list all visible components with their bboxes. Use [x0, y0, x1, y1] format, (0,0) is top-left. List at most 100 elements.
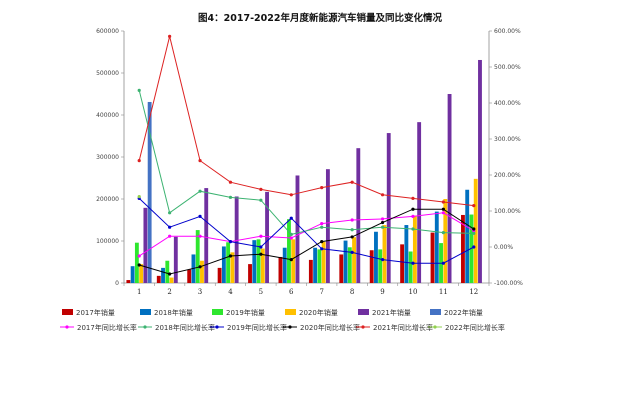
- line-point-2019: [198, 214, 202, 218]
- y-left-tick-label: 500000: [96, 70, 119, 77]
- y-right-tick-label: -100.00%: [494, 280, 523, 287]
- line-point-2021: [198, 159, 202, 163]
- legend-marker: [361, 325, 365, 329]
- legend-swatch: [140, 309, 151, 315]
- line-point-2018: [289, 232, 293, 236]
- bar-2019-1: [134, 242, 139, 283]
- legend-label: 2021年销量: [372, 308, 411, 317]
- bar-2020-5: [260, 248, 265, 283]
- bar-2021-11: [447, 94, 452, 283]
- legend-marker: [288, 325, 292, 329]
- bar-2020-9: [382, 225, 387, 283]
- legend-label: 2017年销量: [76, 308, 115, 317]
- legend-marker: [433, 325, 437, 329]
- line-point-2018: [137, 88, 141, 92]
- legend: 2017年销量 2018年销量 2019年销量 2020年销量 2021年销量 2022年…: [60, 308, 505, 332]
- line-point-2020: [472, 227, 476, 231]
- x-tick-label: 12: [469, 288, 478, 296]
- bar-2020-4: [230, 252, 235, 283]
- legend-swatch: [358, 309, 369, 315]
- bar-2019-6: [287, 219, 291, 283]
- bar-2021-9: [386, 133, 391, 283]
- line-point-2020: [228, 254, 233, 258]
- bar-2019-5: [256, 239, 261, 283]
- legend-marker: [143, 325, 147, 329]
- legend-marker: [215, 325, 219, 329]
- legend-label: 2020年销量: [299, 308, 338, 317]
- line-point-2017: [320, 222, 324, 226]
- bar-2017-2: [156, 275, 161, 283]
- x-tick-label: 2: [167, 288, 171, 296]
- bar-2020-1: [139, 264, 144, 283]
- legend-label: 2017年同比增长率: [77, 323, 137, 332]
- line-series-2017: [138, 212, 475, 257]
- y-right-tick-label: 500.00%: [494, 64, 521, 71]
- line-point-2018: [259, 198, 263, 202]
- line-point-2020: [137, 263, 141, 267]
- line-point-2020: [380, 220, 385, 225]
- line-series-2021: [138, 36, 474, 207]
- bar-2022-1: [147, 101, 152, 283]
- bar-2018-10: [404, 225, 409, 283]
- line-point-2017: [168, 234, 172, 238]
- line-point-2019: [259, 245, 263, 249]
- bar-2019-2: [165, 260, 170, 283]
- x-tick-label: 5: [259, 288, 263, 296]
- line-point-2020: [289, 258, 293, 262]
- line-point-2018: [350, 228, 354, 232]
- line-point-2020: [320, 240, 324, 244]
- bar-2018-7: [313, 247, 318, 283]
- x-tick-label: 8: [350, 288, 354, 296]
- line-point-2021: [380, 193, 385, 197]
- y-left-tick-label: 300000: [96, 154, 119, 161]
- line-point-2021: [259, 187, 263, 191]
- line-point-2020: [411, 207, 415, 211]
- legend-label: 2019年销量: [226, 308, 265, 317]
- bar-2019-8: [347, 247, 352, 283]
- bar-2021-12: [478, 59, 482, 284]
- bar-2019-3: [195, 230, 200, 283]
- line-point-2021: [441, 200, 445, 204]
- legend-label: 2018年销量: [154, 308, 193, 317]
- bar-2020-6: [291, 239, 296, 283]
- line-point-2018: [472, 231, 476, 235]
- line-point-2021: [411, 196, 415, 200]
- y-left-tick-label: 100000: [96, 238, 119, 245]
- bar-2021-5: [265, 191, 269, 283]
- axes-layer: 0 100000 200000 300000 400000 500000 600000 -10…: [96, 28, 523, 296]
- bar-2017-3: [187, 269, 192, 283]
- bar-2021-7: [325, 169, 330, 283]
- bar-2021-2: [173, 236, 178, 283]
- bar-2017-11: [430, 232, 435, 283]
- bar-2021-8: [356, 148, 361, 283]
- bar-2019-9: [378, 249, 383, 283]
- line-point-2018: [320, 225, 324, 229]
- line-point-2018: [228, 195, 233, 199]
- line-point-2019: [168, 225, 172, 229]
- line-point-2019: [289, 216, 293, 220]
- line-point-2017: [198, 234, 202, 238]
- x-tick-label: 10: [408, 288, 417, 296]
- bar-2018-8: [343, 240, 348, 283]
- y-left-tick-label: 0: [115, 280, 119, 287]
- y-right-tick-label: 600.00%: [494, 28, 521, 35]
- line-point-2019: [441, 261, 445, 265]
- bar-2020-8: [352, 237, 356, 283]
- x-tick-label: 9: [380, 288, 384, 296]
- bar-2021-10: [417, 122, 422, 283]
- line-point-2018: [411, 227, 415, 231]
- line-point-2018: [168, 211, 172, 215]
- line-series-2019: [138, 198, 475, 264]
- legend-swatch: [212, 309, 223, 315]
- bar-2018-5: [252, 240, 257, 283]
- bar-2020-11: [443, 199, 448, 283]
- bar-2018-11: [434, 211, 439, 283]
- legend-marker: [65, 325, 69, 329]
- bar-2019-10: [408, 251, 413, 283]
- bar-2021-3: [204, 188, 209, 283]
- bars-layer: [126, 59, 482, 284]
- line-point-2019: [380, 258, 385, 262]
- x-tick-label: 7: [319, 288, 323, 296]
- line-point-2019: [411, 261, 415, 265]
